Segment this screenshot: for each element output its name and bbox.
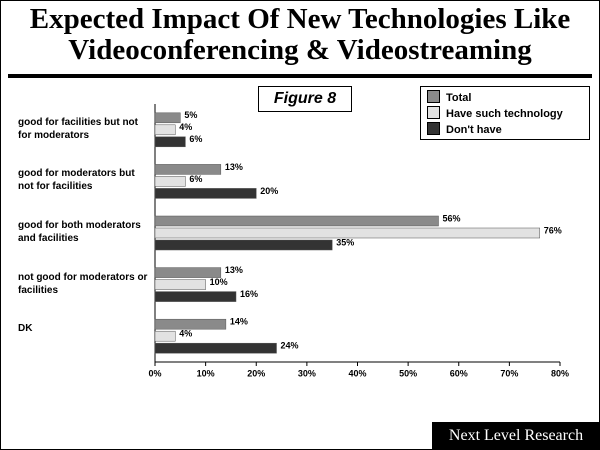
bar bbox=[154, 124, 176, 136]
title-rule bbox=[8, 74, 592, 78]
legend-label: Don't have bbox=[446, 124, 502, 136]
bar bbox=[154, 239, 333, 251]
y-tick-label: DK bbox=[18, 323, 33, 335]
legend-swatch bbox=[427, 90, 440, 103]
figure-label: Figure 8 bbox=[258, 86, 352, 112]
value-label: 14% bbox=[230, 317, 248, 327]
x-tick-label: 30% bbox=[298, 368, 316, 378]
legend-item: Total bbox=[427, 90, 471, 104]
bar bbox=[154, 188, 257, 199]
legend-item: Have such technology bbox=[427, 106, 563, 120]
bar bbox=[154, 318, 227, 330]
x-tick-label: 50% bbox=[399, 368, 417, 378]
legend-label: Have such technology bbox=[446, 108, 563, 120]
legend-swatch bbox=[427, 122, 440, 135]
y-tick-label: good for both moderators and facilities bbox=[18, 220, 141, 244]
bar bbox=[154, 164, 222, 175]
source: Next Level Research bbox=[432, 422, 600, 450]
value-label: 35% bbox=[336, 237, 354, 247]
legend-label: Total bbox=[446, 92, 472, 104]
value-label: 4% bbox=[179, 122, 192, 132]
legend: Total Have such technology Don't have bbox=[420, 86, 590, 140]
bar bbox=[154, 112, 181, 124]
value-label: 13% bbox=[225, 162, 243, 172]
value-label: 20% bbox=[260, 186, 278, 196]
x-tick-label: 60% bbox=[450, 368, 468, 378]
bar bbox=[154, 342, 277, 354]
value-label: 56% bbox=[443, 213, 461, 223]
y-tick-label: not good for moderators or facilities bbox=[18, 271, 148, 296]
value-label: 13% bbox=[225, 265, 243, 275]
y-tick-label: good for moderators but not for faciliti… bbox=[18, 168, 135, 193]
bar bbox=[154, 291, 237, 302]
x-tick-label: 70% bbox=[500, 368, 518, 378]
value-label: 76% bbox=[544, 225, 562, 235]
legend-item: Don't have bbox=[427, 122, 502, 136]
x-tick-label: 0% bbox=[148, 368, 161, 378]
y-tick-label: good for facilities but not for moderato… bbox=[18, 116, 138, 141]
chart-title: Expected Impact Of New Technologies Like… bbox=[29, 3, 571, 66]
value-label: 4% bbox=[179, 329, 192, 339]
value-label: 16% bbox=[240, 289, 258, 299]
bar bbox=[154, 279, 206, 290]
value-label: 5% bbox=[184, 110, 197, 120]
value-label: 6% bbox=[189, 174, 202, 184]
value-label: 10% bbox=[210, 277, 228, 287]
x-tick-label: 10% bbox=[197, 368, 215, 378]
bar bbox=[154, 330, 176, 342]
bar bbox=[154, 267, 222, 278]
bar bbox=[154, 136, 186, 148]
bar bbox=[154, 176, 186, 187]
x-tick-label: 20% bbox=[247, 368, 265, 378]
bar bbox=[154, 227, 540, 239]
bar bbox=[154, 215, 439, 227]
value-label: 6% bbox=[189, 134, 202, 144]
x-tick-label: 80% bbox=[551, 368, 569, 378]
x-tick-label: 40% bbox=[348, 368, 366, 378]
value-label: 24% bbox=[281, 341, 299, 351]
legend-swatch bbox=[427, 106, 440, 119]
